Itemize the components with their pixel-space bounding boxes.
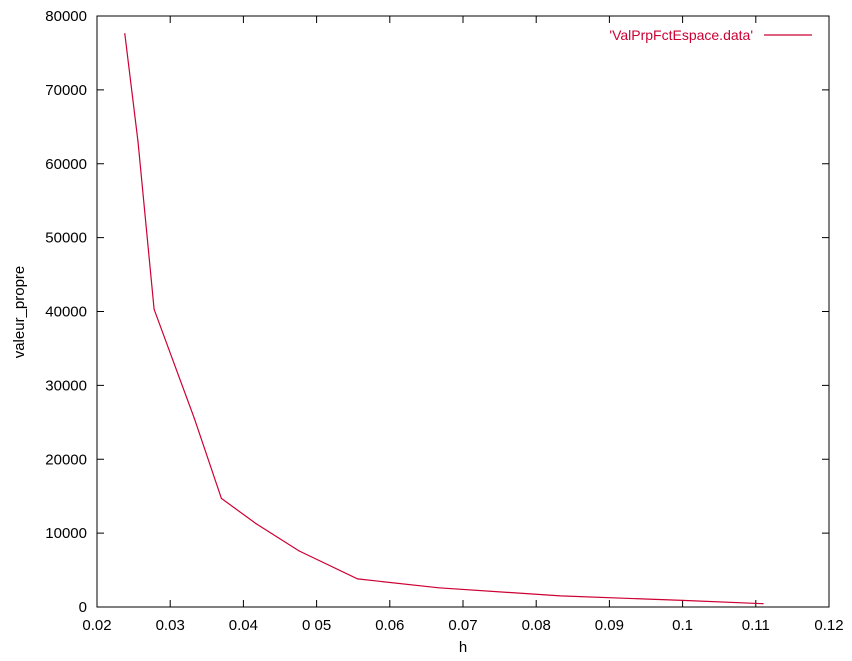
- y-axis: 0 10000 20000 30000 40000 50000 60000 70000 8000…: [45, 8, 829, 616]
- data-point: [356, 578, 359, 580]
- x-tick-label: 0.06: [375, 617, 404, 634]
- data-point: [124, 33, 126, 35]
- data-point: [193, 418, 195, 420]
- y-tick-label: 30000: [45, 377, 87, 394]
- y-tick-label: 20000: [45, 451, 87, 468]
- data-point: [255, 522, 257, 525]
- x-tick-label: 0.12: [814, 617, 843, 634]
- y-tick-label: 10000: [45, 525, 87, 542]
- data-point: [137, 140, 139, 143]
- x-tick-label: 0.1: [672, 617, 693, 634]
- y-tick-label: 0: [79, 599, 87, 616]
- x-tick-label: 0.11: [742, 617, 770, 634]
- data-point: [762, 603, 764, 605]
- x-tick-label: 0.04: [229, 617, 258, 634]
- x-axis-label: h: [459, 639, 467, 656]
- y-tick-label: 70000: [45, 82, 87, 99]
- x-tick-label: 0.08: [522, 617, 551, 634]
- plot-frame: [96, 15, 830, 608]
- data-point: [220, 497, 223, 500]
- series-line: [124, 33, 764, 605]
- data-point: [559, 595, 561, 597]
- x-tick-label: 0.09: [595, 617, 624, 634]
- y-tick-label: 60000: [45, 156, 87, 173]
- plot-area: [96, 15, 830, 608]
- y-tick-label: 80000: [45, 8, 87, 25]
- y-axis-label: valeur_propre: [11, 266, 28, 359]
- x-tick-label: 0 05: [302, 617, 331, 634]
- legend: 'ValPrpFctEspace.data': [609, 27, 812, 43]
- x-tick-label: 0.02: [82, 617, 111, 634]
- data-point: [682, 599, 684, 601]
- x-tick-label: 0.03: [156, 617, 185, 634]
- data-point: [438, 587, 440, 589]
- series-layer: [124, 33, 764, 605]
- data-point: [153, 308, 155, 310]
- x-tick-label: 0.07: [448, 617, 477, 634]
- y-tick-label: 50000: [45, 230, 87, 247]
- legend-entry-label: 'ValPrpFctEspace.data': [609, 27, 753, 43]
- y-tick-label: 40000: [45, 304, 87, 321]
- data-point: [298, 550, 300, 552]
- x-axis: 0.02 0.03 0.04 0 05 0.06 0.07 0.08 0.09 0.1 0.11 0…: [82, 16, 844, 634]
